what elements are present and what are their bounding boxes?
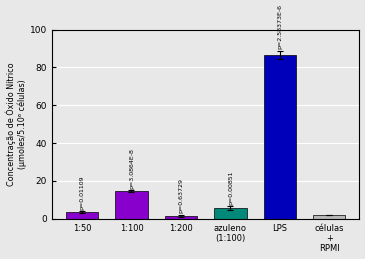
Bar [115, 191, 147, 219]
Text: p=0.63729: p=0.63729 [178, 178, 184, 213]
Text: p=0.01109: p=0.01109 [80, 175, 85, 210]
Text: p=2.58373E-6: p=2.58373E-6 [277, 4, 283, 49]
Text: p=3.0864E-8: p=3.0864E-8 [129, 148, 134, 189]
Text: p=0.00851: p=0.00851 [228, 170, 233, 205]
Bar [214, 208, 246, 219]
Bar [66, 212, 98, 219]
Bar [165, 216, 197, 219]
Y-axis label: Concentração de Óxido Nítrico
(µmoles/5.10⁶ células): Concentração de Óxido Nítrico (µmoles/5.… [5, 62, 27, 186]
Bar [264, 55, 296, 219]
Bar [313, 215, 345, 219]
